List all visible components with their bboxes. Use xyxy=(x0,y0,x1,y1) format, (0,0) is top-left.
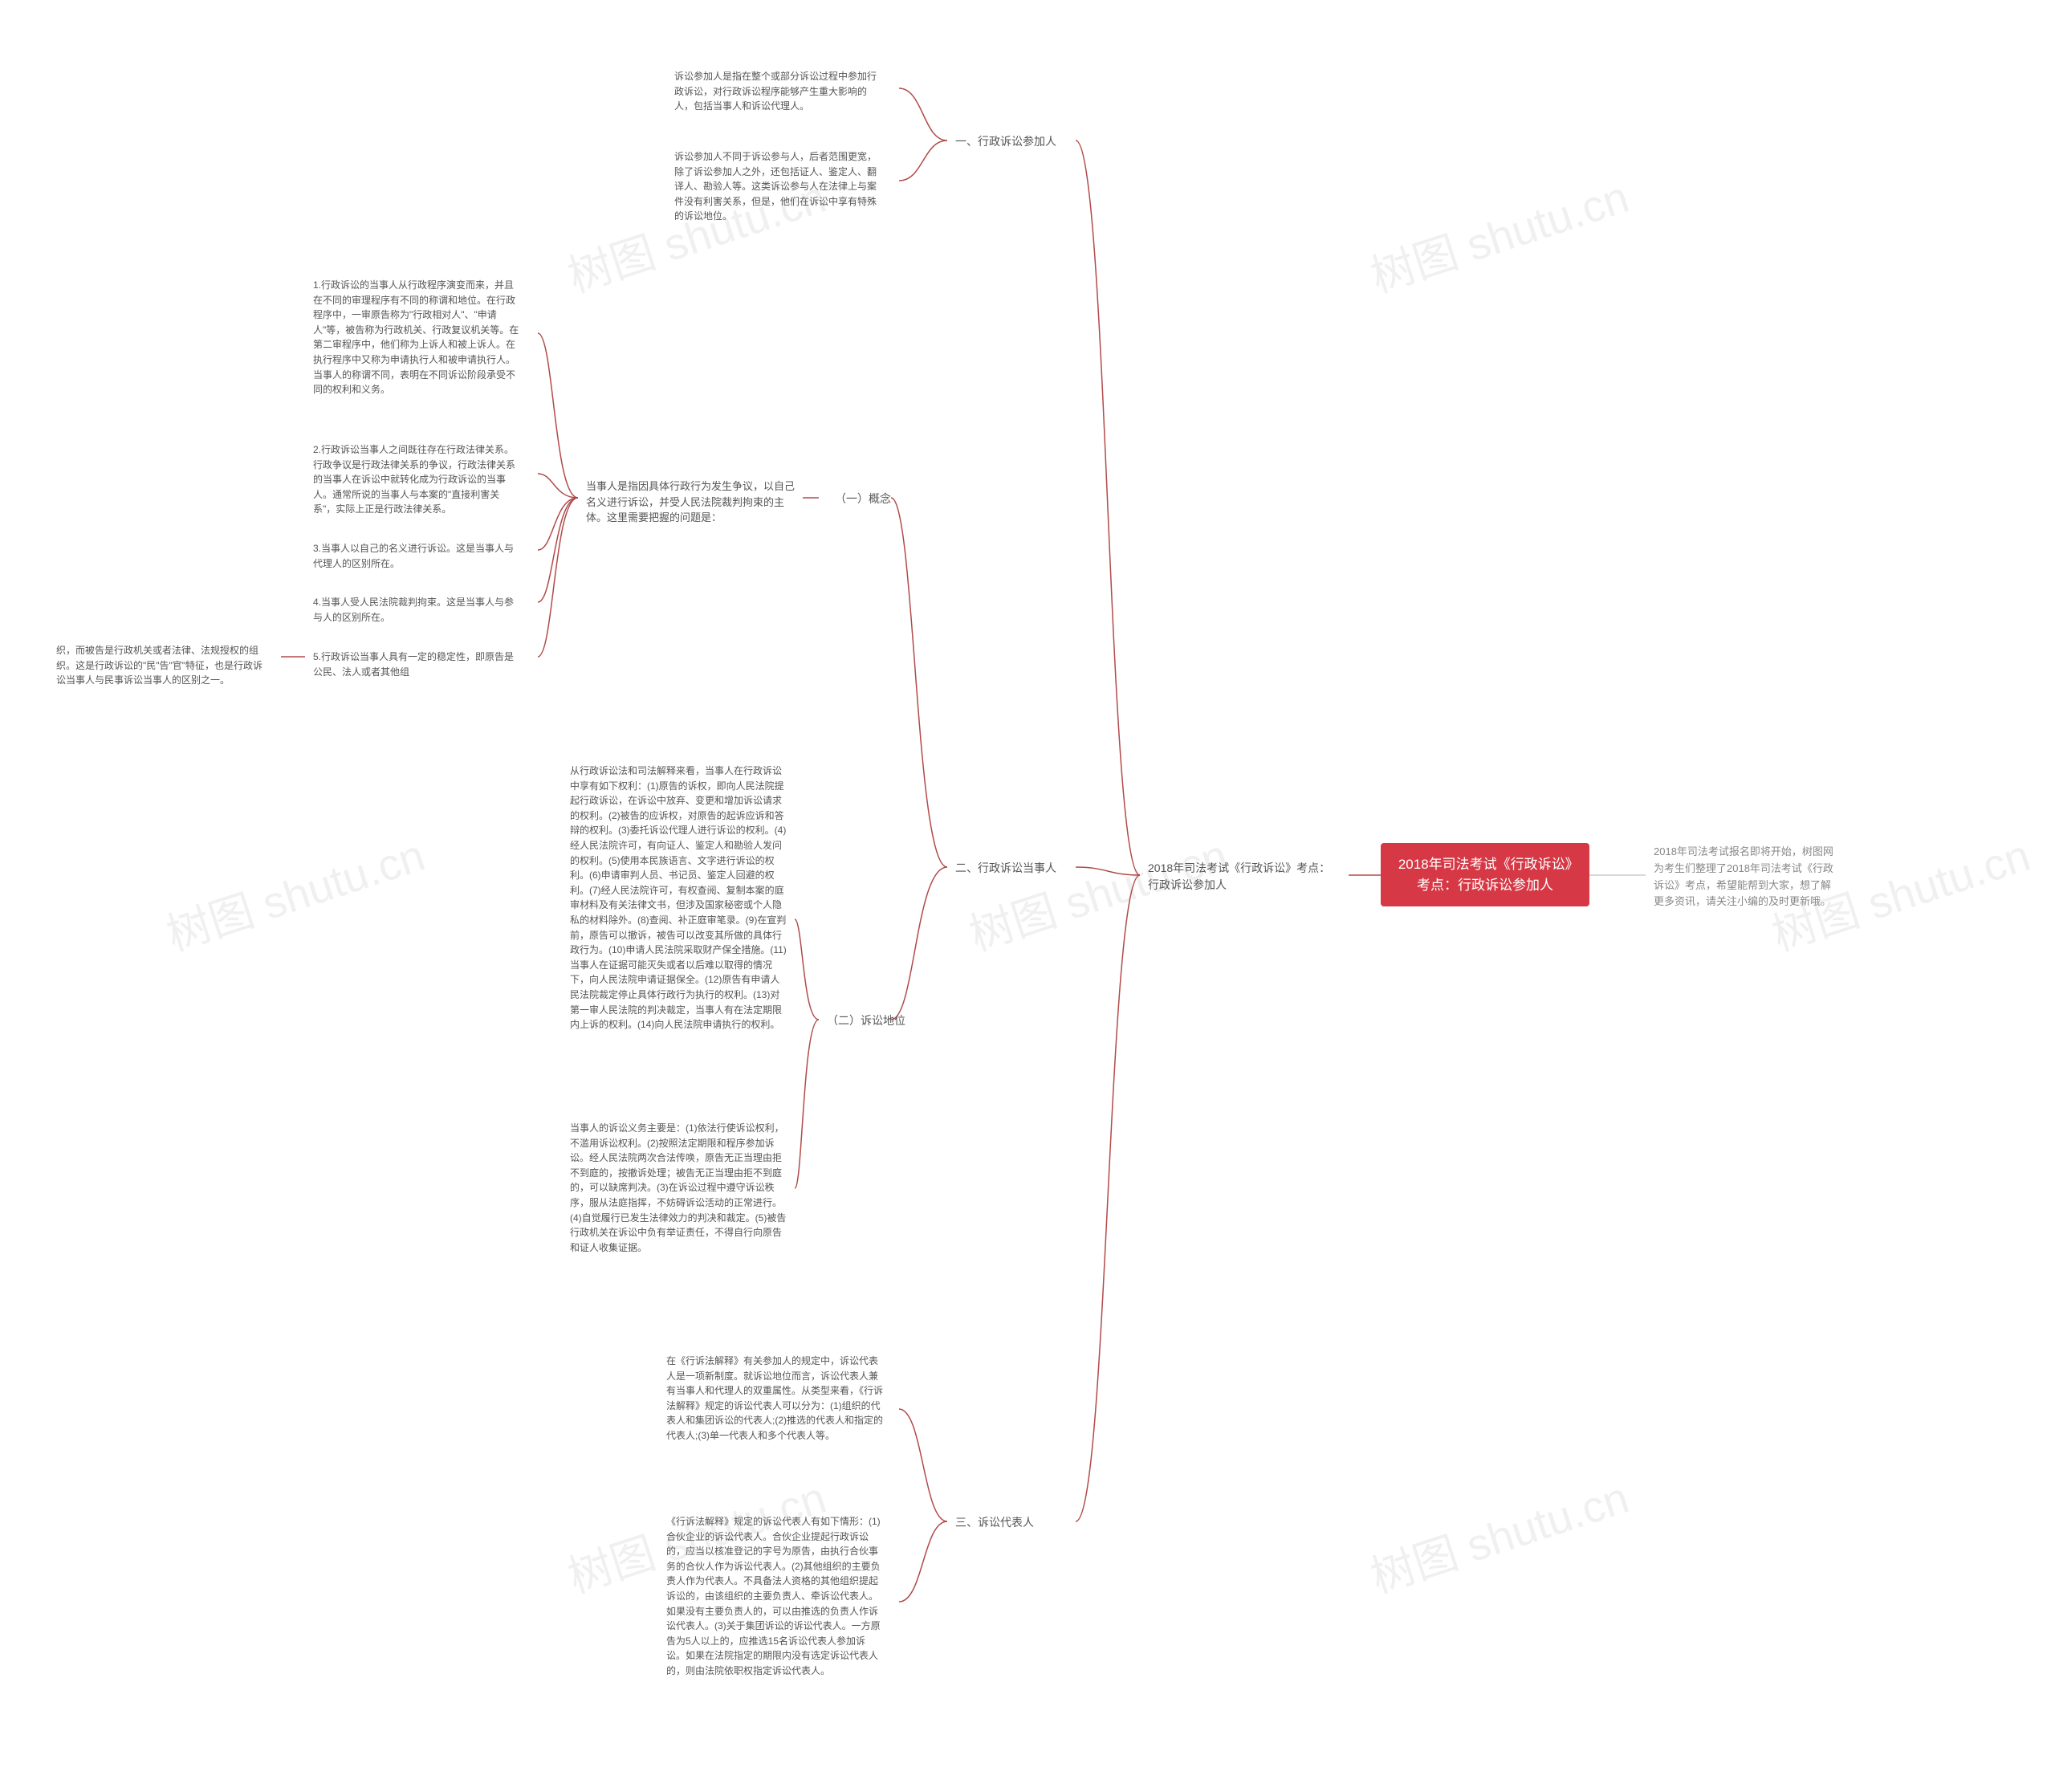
root-node[interactable]: 2018年司法考试《行政诉讼》考点：行政诉讼参加人 xyxy=(1381,843,1589,906)
intro-text: 2018年司法考试报名即将开始，树图网为考生们整理了2018年司法考试《行政诉讼… xyxy=(1646,839,1846,915)
concept-2-leaf-2: 当事人的诉讼义务主要是：(1)依法行使诉讼权利，不滥用诉讼权利。(2)按照法定期… xyxy=(562,1116,795,1260)
section-2[interactable]: 二、行政诉讼当事人 xyxy=(947,855,1064,882)
concept-1-leaf-5-extra: 织，而被告是行政机关或者法律、法规授权的组织。这是行政诉讼的"民"告"官"特征，… xyxy=(48,638,273,693)
section-1-leaf-2: 诉讼参加人不同于诉讼参与人，后者范围更宽，除了诉讼参加人之外，还包括证人、鉴定人… xyxy=(666,145,891,229)
section-3-leaf-1: 在《行诉法解释》有关参加人的规定中，诉讼代表人是一项新制度。就诉讼地位而言，诉讼… xyxy=(658,1349,891,1448)
concept-1-leaf-1: 1.行政诉讼的当事人从行政程序演变而来，并且在不同的审理程序有不同的称谓和地位。… xyxy=(305,273,530,402)
section-1[interactable]: 一、行政诉讼参加人 xyxy=(947,128,1064,155)
concept-2-leaf-1: 从行政诉讼法和司法解释来看，当事人在行政诉讼中享有如下权利：(1)原告的诉权，即… xyxy=(562,759,795,1037)
concept-1-leaf-5: 5.行政诉讼当事人具有一定的稳定性，即原告是公民、法人或者其他组 xyxy=(305,645,530,684)
mindmap-canvas: 树图 shutu.cn 树图 shutu.cn 树图 shutu.cn 树图 s… xyxy=(0,0,2055,1792)
watermark: 树图 shutu.cn xyxy=(1361,1461,1636,1605)
concept-1-intro: 当事人是指因具体行政行为发生争议，以自己名义进行诉讼，并受人民法院裁判拘束的主体… xyxy=(578,474,803,531)
watermark: 树图 shutu.cn xyxy=(1361,161,1636,304)
concept-2[interactable]: （二）诉讼地位 xyxy=(819,1008,914,1034)
topic-node[interactable]: 2018年司法考试《行政诉讼》考点：行政诉讼参加人 xyxy=(1140,855,1349,898)
section-1-leaf-1: 诉讼参加人是指在整个或部分诉讼过程中参加行政诉讼，对行政诉讼程序能够产生重大影响… xyxy=(666,64,891,119)
concept-1-leaf-2: 2.行政诉讼当事人之间既往存在行政法律关系。行政争议是行政法律关系的争议，行政法… xyxy=(305,438,530,522)
section-3[interactable]: 三、诉讼代表人 xyxy=(947,1509,1042,1536)
concept-1-leaf-4: 4.当事人受人民法院裁判拘束。这是当事人与参与人的区别所在。 xyxy=(305,590,530,629)
concept-1-leaf-3: 3.当事人以自己的名义进行诉讼。这是当事人与代理人的区别所在。 xyxy=(305,536,530,576)
section-3-leaf-2: 《行诉法解释》规定的诉讼代表人有如下情形：(1)合伙企业的诉讼代表人。合伙企业提… xyxy=(658,1509,891,1684)
concept-1[interactable]: （一）概念 xyxy=(827,486,899,512)
watermark: 树图 shutu.cn xyxy=(157,819,432,963)
